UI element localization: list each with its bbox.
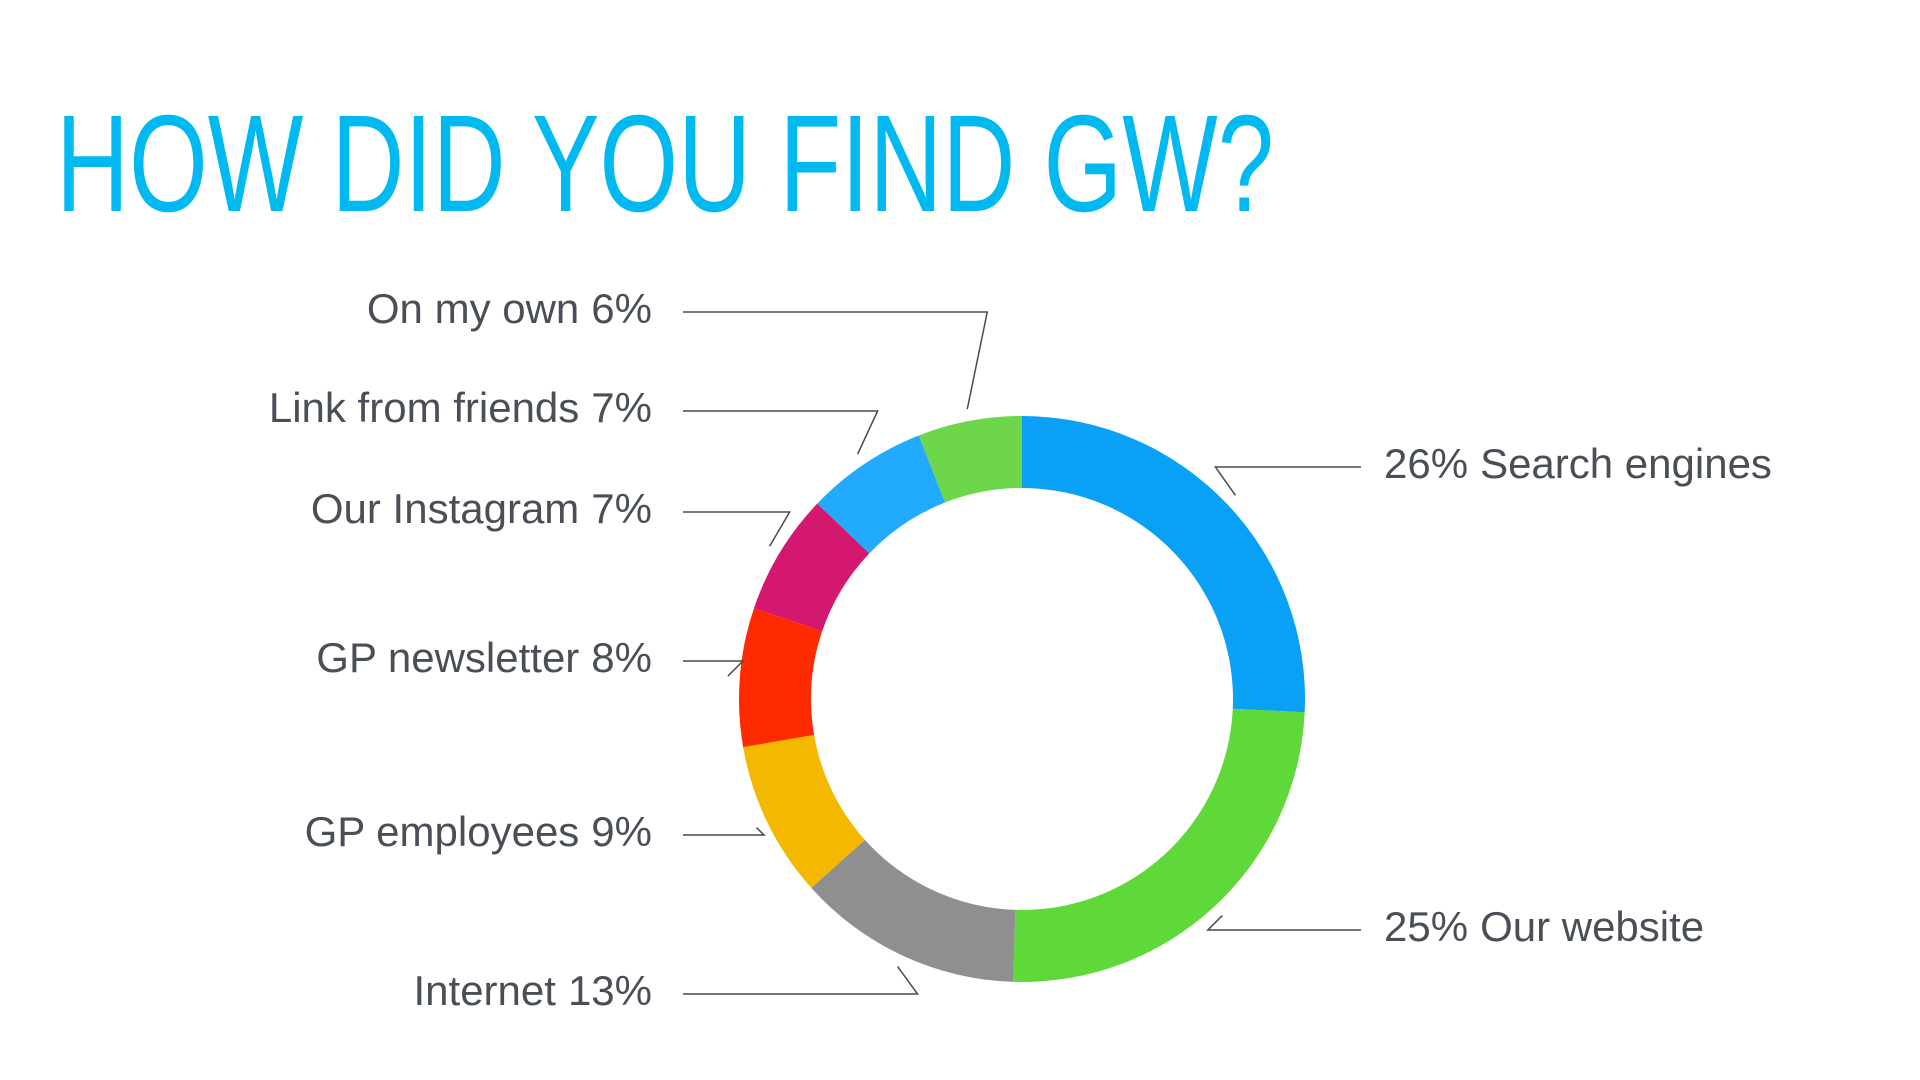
leader-line xyxy=(683,511,791,547)
donut-segment xyxy=(739,608,823,748)
slice-value: 25% xyxy=(1384,903,1468,950)
donut-segment xyxy=(918,416,1022,503)
donut-segment xyxy=(1022,416,1305,713)
slice-label: 26% Search engines xyxy=(1384,440,1772,487)
donut-segment xyxy=(1013,708,1305,982)
slice-label: 25% Our website xyxy=(1384,903,1704,950)
slice-label: On my own 6% xyxy=(367,285,652,332)
slice-name: Search engines xyxy=(1480,440,1772,487)
slice-label: GP newsletter 8% xyxy=(316,634,652,681)
slice-name: On my own xyxy=(367,285,579,332)
slice-name: Link from friends xyxy=(269,384,579,431)
slice-value: 9% xyxy=(591,808,652,855)
donut-segment xyxy=(817,435,946,554)
leader-line xyxy=(683,660,745,677)
slice-value: 8% xyxy=(591,634,652,681)
leader-line xyxy=(1213,466,1361,496)
slice-value: 26% xyxy=(1384,440,1468,487)
slice-value: 6% xyxy=(591,285,652,332)
slice-name: Our Instagram xyxy=(311,485,579,532)
leader-line xyxy=(683,827,766,836)
chart-title: HOW DID YOU FIND GW? xyxy=(56,87,1274,241)
leader-line xyxy=(683,311,989,410)
slice-name: Internet xyxy=(414,967,557,1014)
slice-label: Internet 13% xyxy=(414,967,653,1014)
slice-name: GP newsletter xyxy=(316,634,579,681)
leader-line xyxy=(683,410,879,455)
donut-segment xyxy=(811,839,1016,982)
slice-value: 7% xyxy=(591,384,652,431)
slice-label: Link from friends 7% xyxy=(269,384,652,431)
donut-segment xyxy=(753,503,870,632)
slice-label: Our Instagram 7% xyxy=(311,485,652,532)
leader-line xyxy=(1206,915,1361,931)
donut-segment xyxy=(743,734,865,888)
slice-name: Our website xyxy=(1480,903,1704,950)
slice-label: GP employees 9% xyxy=(305,808,652,855)
slice-value: 13% xyxy=(568,967,652,1014)
slice-name: GP employees xyxy=(305,808,580,855)
slice-value: 7% xyxy=(591,485,652,532)
leader-line xyxy=(683,966,920,995)
